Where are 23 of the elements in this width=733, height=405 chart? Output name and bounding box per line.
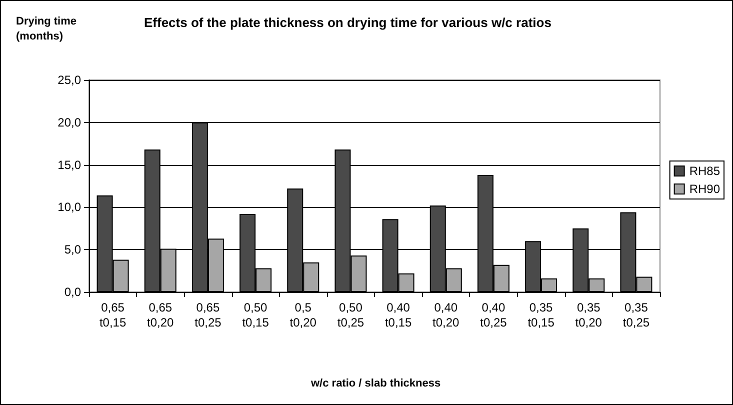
x-tick-label: 0,40 t0,25 [480, 300, 508, 330]
y-tick-label: 15,0 [58, 158, 82, 172]
x-tick-label: 0,35 t0,25 [622, 300, 650, 330]
x-tick-label: 0,35 t0,20 [575, 300, 602, 330]
chart-title: Effects of the plate thickness on drying time for various w/c ratios [144, 15, 552, 30]
x-tick-label: 0,65 t0,25 [194, 300, 222, 330]
x-tick-label: 0,65 t0,20 [147, 300, 174, 330]
x-tick-label: 0,65 t0,15 [99, 300, 126, 330]
legend-label: RH85 [689, 164, 720, 178]
x-axis-title: w/c ratio / slab thickness [310, 378, 441, 390]
y-tick-label: 5,0 [64, 242, 82, 257]
legend-label: RH90 [689, 182, 720, 196]
y-axis-title: Drying time (months) [16, 16, 77, 42]
x-tick-label: 0,40 t0,20 [432, 300, 460, 330]
y-tick-label: 25,0 [58, 73, 82, 87]
x-tick-label: 0,35 t0,15 [528, 300, 555, 330]
y-tick-label: 10,0 [58, 200, 82, 214]
x-tick-label: 0,50 t0,15 [242, 300, 270, 330]
y-tick-label: 0,0 [64, 285, 82, 299]
x-tick-label: 0,50 t0,25 [337, 300, 364, 330]
x-tick-label: 0,40 t0,15 [384, 300, 412, 330]
x-tick-label: 0,5 t0,20 [290, 300, 317, 330]
y-tick-label: 20,0 [58, 115, 82, 130]
